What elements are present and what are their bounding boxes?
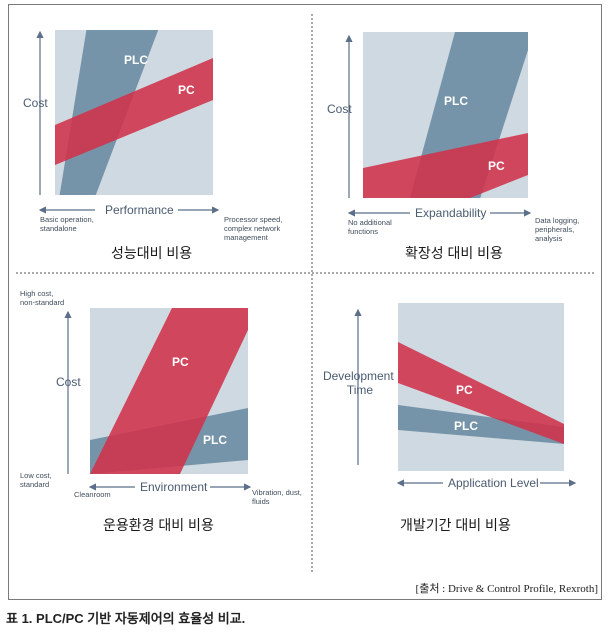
plc-band bbox=[398, 405, 564, 444]
y-axis-label: Cost bbox=[23, 96, 48, 110]
panel-caption: 성능대비 비용 bbox=[111, 245, 192, 261]
table-caption: 표 1. PLC/PC 기반 자동제어의 효율성 비교. bbox=[6, 611, 246, 626]
note-part: Processor speed, bbox=[224, 215, 282, 224]
pc-band bbox=[90, 308, 248, 474]
note-part: Low cost, bbox=[20, 471, 52, 480]
x-left-note: No additional functions bbox=[348, 218, 394, 236]
band-label-pc: PC bbox=[178, 83, 195, 97]
note-part: Data logging, bbox=[535, 216, 579, 225]
y-bottom-note: Low cost, standard bbox=[20, 471, 54, 489]
panel-caption: 개발기간 대비 비용 bbox=[400, 517, 511, 533]
figure-frame bbox=[8, 4, 602, 600]
source-note: [출처 : Drive & Control Profile, Rexroth] bbox=[415, 583, 598, 595]
band-label-plc: PLC bbox=[203, 433, 227, 447]
note-part: fluids bbox=[252, 497, 270, 506]
note-part: No additional bbox=[348, 218, 392, 227]
note-part: non-standard bbox=[20, 298, 64, 307]
band-label-plc: PLC bbox=[454, 419, 478, 433]
band-label-pc: PC bbox=[456, 383, 473, 397]
panel-caption: 운용환경 대비 비용 bbox=[103, 517, 214, 533]
x-right-note: Data logging, peripherals, analysis bbox=[535, 216, 581, 243]
y-top-note: High cost, non-standard bbox=[20, 289, 64, 307]
note-part: functions bbox=[348, 227, 378, 236]
pc-band bbox=[398, 342, 564, 444]
label-part: Time bbox=[347, 383, 374, 397]
band-label-pc: PC bbox=[488, 159, 505, 173]
x-left-note: Basic operation, standalone bbox=[40, 215, 96, 233]
note-part: Basic operation, bbox=[40, 215, 94, 224]
y-axis-label: Cost bbox=[327, 102, 352, 116]
band-label-plc: PLC bbox=[444, 94, 468, 108]
y-axis-label: Development Time bbox=[323, 369, 397, 397]
note-part: standard bbox=[20, 480, 49, 489]
note-part: complex network bbox=[224, 224, 281, 233]
y-axis-label: Cost bbox=[56, 375, 81, 389]
x-axis-label: Application Level bbox=[448, 476, 539, 490]
x-right-note: Processor speed, complex network managem… bbox=[224, 215, 284, 242]
note-part: analysis bbox=[535, 234, 562, 243]
pc-band bbox=[55, 58, 213, 165]
note-part: peripherals, bbox=[535, 225, 574, 234]
band-label-pc: PC bbox=[172, 355, 189, 369]
x-right-note: Vibration, dust, fluids bbox=[252, 488, 304, 506]
label-part: Development bbox=[323, 369, 394, 383]
panel-expandability: PLC PC Cost Expandability No additional … bbox=[327, 32, 581, 261]
note-part: Vibration, dust, bbox=[252, 488, 302, 497]
x-axis-label: Performance bbox=[105, 203, 174, 217]
panel-performance: PLC PC Cost Performance Basic operation,… bbox=[23, 30, 284, 261]
x-axis-label: Expandability bbox=[415, 206, 486, 220]
note-part: management bbox=[224, 233, 269, 242]
pc-band bbox=[363, 133, 528, 198]
x-left-note: Cleanroom bbox=[74, 490, 111, 499]
x-axis-label: Environment bbox=[140, 480, 208, 494]
panel-environment: PC PLC Cost Environment High cost, non-s… bbox=[20, 289, 304, 533]
panel-application-level: PC PLC Development Time Application Leve… bbox=[323, 303, 577, 533]
band-label-plc: PLC bbox=[124, 53, 148, 67]
note-part: standalone bbox=[40, 224, 77, 233]
note-part: High cost, bbox=[20, 289, 53, 298]
panel-caption: 확장성 대비 비용 bbox=[405, 245, 503, 261]
